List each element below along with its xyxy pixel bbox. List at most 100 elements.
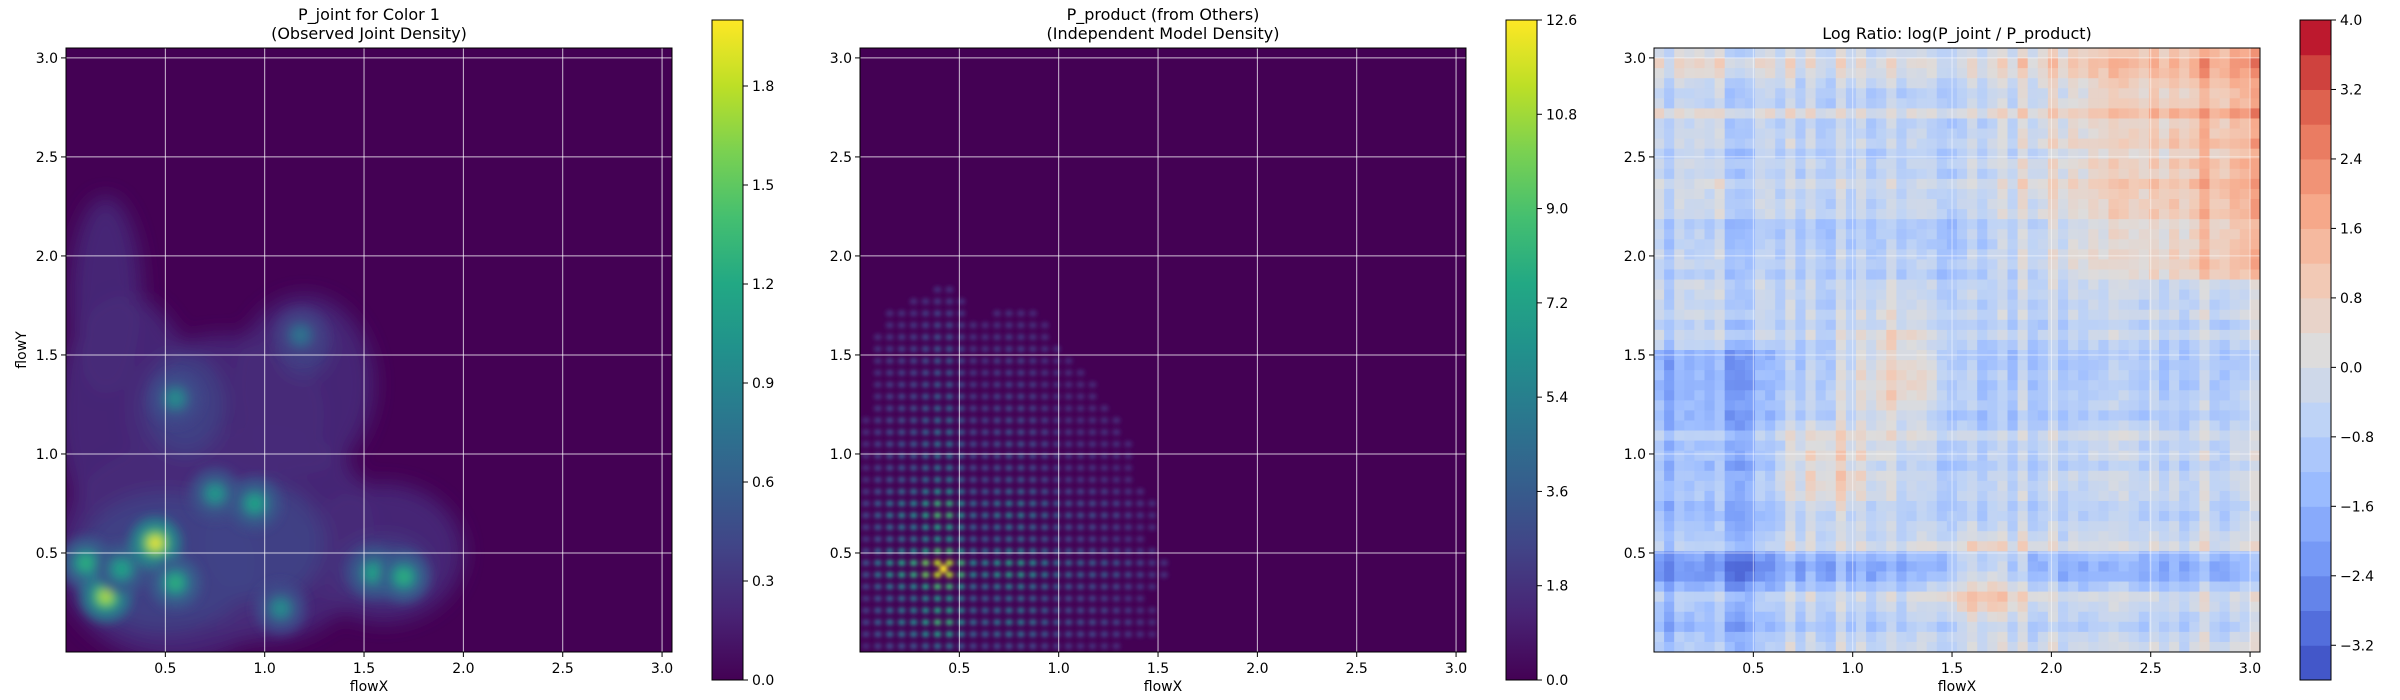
product-density-dot [933,535,942,543]
log-ratio-cell [1795,299,1807,311]
log-ratio-cell [1987,450,1998,462]
log-ratio-cell [1926,501,1938,512]
log-ratio-cell [2068,571,2079,583]
log-ratio-cell [2148,259,2160,271]
log-ratio-cell [2159,229,2170,240]
log-ratio-cell [2239,460,2251,472]
log-ratio-cell [2118,631,2130,643]
product-density-dot [861,535,870,543]
log-ratio-cell [1714,219,1726,230]
log-ratio-cell [1926,279,1938,291]
log-ratio-cell [2078,360,2089,371]
log-ratio-cell [1795,470,1807,482]
log-ratio-cell [1987,108,1998,120]
log-ratio-cell [1704,239,1716,250]
log-ratio-cell [1876,269,1887,281]
log-ratio-cell [1815,591,1827,603]
colorbar-band [2300,402,2331,438]
log-ratio-cell [2239,229,2251,240]
log-ratio-cell [2249,410,2260,422]
log-ratio-cell [2017,118,2029,130]
log-ratio-cell [1856,58,1867,69]
log-ratio-cell [2098,329,2110,341]
log-ratio-cell [2199,641,2211,652]
log-ratio-cell [2159,58,2170,69]
product-density-dot [1124,559,1133,567]
product-density-dot [897,417,906,424]
log-ratio-cell [1704,390,1716,401]
product-density-dot [909,524,918,531]
log-ratio-cell [1845,219,1857,230]
log-ratio-cell [1714,370,1726,381]
log-ratio-cell [2037,400,2049,411]
log-ratio-cell [2128,631,2140,643]
log-ratio-cell [1886,511,1897,522]
log-ratio-cell [1775,279,1786,291]
log-ratio-cell [1845,420,1857,432]
log-ratio-cell [2209,78,2221,89]
product-density-dot [885,535,894,543]
log-ratio-cell [1684,138,1695,150]
log-ratio-cell [2159,480,2170,492]
log-ratio-cell [1724,309,1736,321]
product-density-dot [969,488,978,495]
log-ratio-cell [2239,480,2251,492]
log-ratio-cell [1694,309,1706,321]
log-ratio-cell [2027,319,2039,331]
log-ratio-cell [1664,88,1675,99]
log-ratio-cell [1684,58,1695,69]
log-ratio-cell [1765,209,1776,220]
product-density-dot [1016,500,1025,507]
log-ratio-cell [1835,118,1847,130]
log-ratio-cell [1835,460,1847,472]
log-ratio-cell [2007,571,2019,583]
log-ratio-cell [1694,319,1706,331]
log-ratio-cell [2118,621,2130,633]
log-ratio-cell [1957,380,1968,391]
log-ratio-cell [2159,521,2170,532]
product-density-dot [921,512,930,519]
log-ratio-cell [1997,541,2009,552]
log-ratio-cell [1866,199,1877,210]
log-ratio-cell [2209,511,2221,522]
log-ratio-cell [1744,78,1756,89]
log-ratio-cell [1916,501,1928,512]
log-ratio-cell [1714,249,1726,260]
panel-joint-frame [65,47,673,653]
log-ratio-cell [1825,158,1837,170]
log-ratio-cell [1967,339,1978,351]
log-ratio-cell [1684,329,1695,341]
product-density-dot [1016,369,1025,376]
log-ratio-cell [2108,591,2120,603]
product-density-dot [1040,571,1049,578]
product-density-dot [909,571,918,578]
log-ratio-cell [2219,480,2231,492]
log-ratio-cell [1906,279,1918,291]
log-ratio-cell [2088,118,2099,130]
log-ratio-cell [1694,209,1706,220]
log-ratio-cell [2047,188,2059,200]
log-ratio-cell [2138,269,2150,281]
product-density-dot [1052,500,1061,507]
log-ratio-cell [1845,269,1857,281]
product-density-dot [945,357,954,365]
log-ratio-cell [1906,48,1918,59]
log-ratio-cell [1684,259,1695,271]
log-ratio-cell [2108,440,2120,452]
log-ratio-cell [1674,329,1685,341]
log-ratio-cell [2229,360,2241,371]
log-ratio-cell [1906,440,1918,452]
log-ratio-cell [2027,611,2039,623]
log-ratio-cell [1734,450,1746,462]
product-density-dot [885,310,894,317]
log-ratio-cell [2098,360,2110,371]
product-density-dot [945,428,954,436]
log-ratio-cell [2068,611,2079,623]
log-ratio-cell [1845,480,1857,492]
log-ratio-cell [2239,219,2251,230]
log-ratio-cell [2037,450,2049,462]
log-ratio-cell [1825,178,1837,190]
log-ratio-cell [2239,410,2251,422]
log-ratio-cell [2199,581,2211,593]
log-ratio-cell [1856,531,1867,542]
